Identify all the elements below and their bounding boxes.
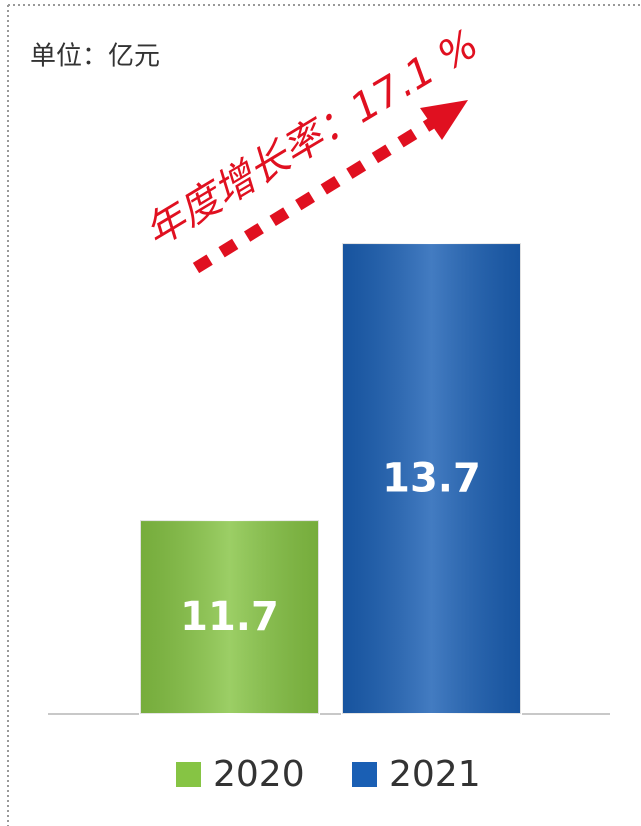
unit-label: 单位：亿元	[30, 42, 160, 72]
legend-swatch	[352, 762, 377, 787]
growth-annotation: 年度增长率：17.1 %	[137, 21, 486, 256]
data-label: 13.7	[382, 456, 481, 502]
legend-label: 2020	[213, 754, 305, 795]
arrow-head	[420, 100, 468, 140]
data-label: 11.7	[180, 594, 279, 640]
growth-arrow	[192, 100, 468, 274]
legend-swatch	[176, 762, 201, 787]
legend-label: 2021	[389, 754, 481, 795]
